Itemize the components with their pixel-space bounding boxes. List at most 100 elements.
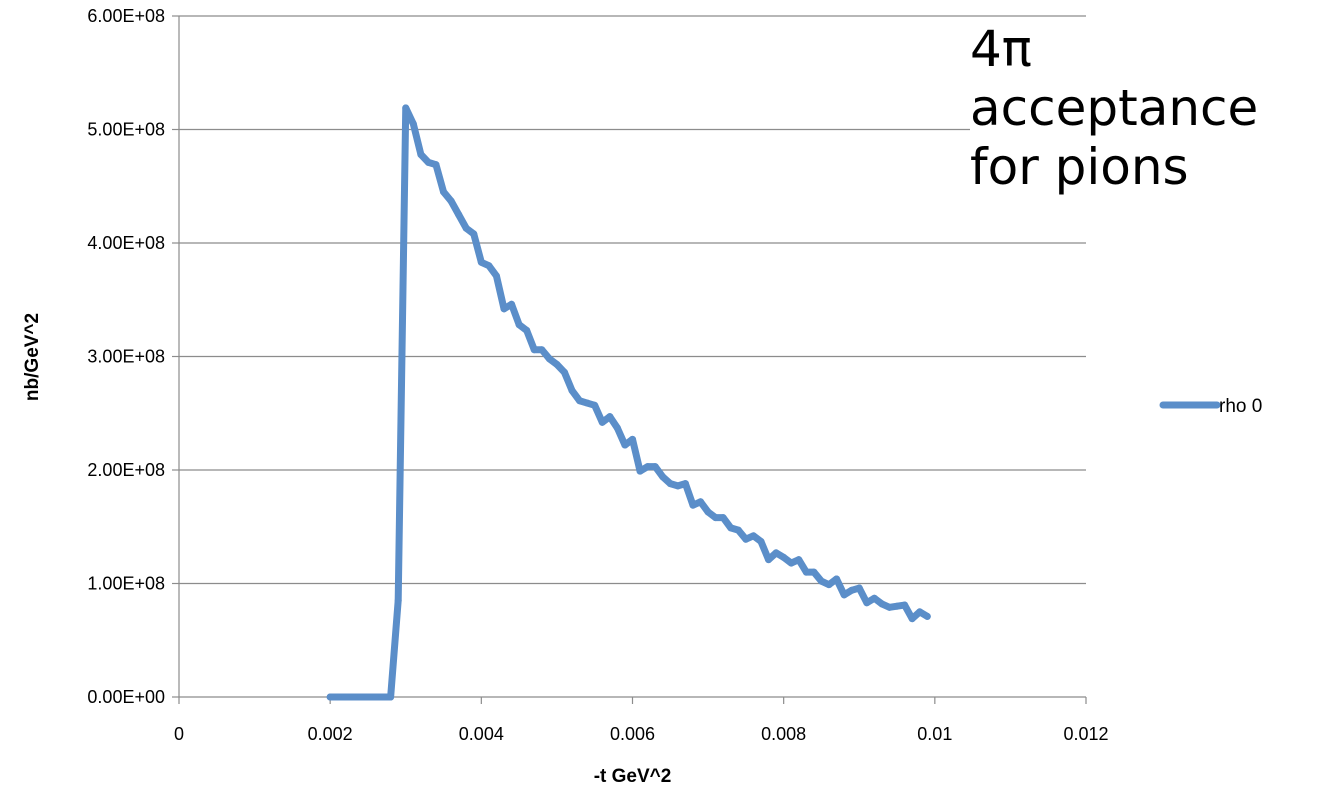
data-point [349, 693, 357, 701]
data-point [470, 230, 478, 238]
x-tick-label: 0 [174, 724, 184, 744]
x-tick-label: 0.008 [761, 724, 806, 744]
data-point [863, 599, 871, 607]
data-point [409, 120, 417, 128]
data-point [387, 693, 395, 701]
data-point [742, 535, 750, 543]
data-point [455, 211, 463, 219]
data-point [341, 693, 349, 701]
data-point [908, 615, 916, 623]
data-point [356, 693, 364, 701]
data-point [492, 272, 500, 280]
y-tick-label: 0.00E+00 [87, 687, 165, 707]
data-point [538, 346, 546, 354]
data-point [379, 693, 387, 701]
data-point [560, 368, 568, 376]
data-point [765, 556, 773, 564]
x-tick-label: 0.006 [610, 724, 655, 744]
y-tick-label: 1.00E+08 [87, 574, 165, 594]
data-point [545, 355, 553, 363]
data-point [719, 514, 727, 522]
data-point [651, 463, 659, 471]
data-point [644, 463, 652, 471]
data-point [848, 586, 856, 594]
data-point [855, 584, 863, 592]
data-point [704, 508, 712, 516]
data-point [424, 158, 432, 166]
series-line-0 [326, 104, 931, 701]
y-tick-label: 3.00E+08 [87, 347, 165, 367]
data-point [432, 161, 440, 169]
data-point [833, 575, 841, 583]
acceptance-annotation: 4π acceptance for pions [970, 20, 1332, 197]
y-axis-ticks: 0.00E+00 1.00E+08 2.00E+08 3.00E+08 4.00E+08… [87, 6, 179, 707]
y-tick-label: 6.00E+08 [87, 6, 165, 26]
data-point [334, 693, 342, 701]
data-point [372, 693, 380, 701]
data-point [553, 360, 561, 368]
data-point [893, 602, 901, 610]
data-point [440, 188, 448, 196]
data-point [780, 553, 788, 561]
data-point [712, 514, 720, 522]
data-point [727, 524, 735, 532]
data-point [689, 501, 697, 509]
y-axis-title: nb/GeV^2 [22, 313, 43, 401]
data-point [681, 480, 689, 488]
data-point [878, 600, 886, 608]
data-point [787, 559, 795, 567]
y-tick-label: 4.00E+08 [87, 233, 165, 253]
data-point [530, 346, 538, 354]
data-point [613, 424, 621, 432]
y-tick-label: 5.00E+08 [87, 120, 165, 140]
data-point [795, 556, 803, 564]
data-point [749, 532, 757, 540]
data-point [870, 594, 878, 602]
data-point [840, 591, 848, 599]
data-point [606, 413, 614, 421]
gridlines [179, 15, 1086, 585]
data-point [825, 581, 833, 589]
data-point [734, 526, 742, 534]
data-point [485, 262, 493, 270]
data-point [394, 597, 402, 605]
data-point [802, 568, 810, 576]
legend: rho 0 [1159, 396, 1262, 417]
series-group [326, 104, 931, 701]
data-point [772, 549, 780, 557]
data-point [817, 577, 825, 585]
legend-label: rho 0 [1219, 396, 1262, 417]
data-point [523, 326, 531, 334]
data-point [757, 538, 765, 546]
data-point [576, 397, 584, 405]
data-point [901, 601, 909, 609]
data-point [515, 321, 523, 329]
data-point [326, 693, 334, 701]
x-tick-label: 0.004 [459, 724, 504, 744]
x-tick-label: 0.01 [917, 724, 952, 744]
data-point [674, 482, 682, 490]
data-point [500, 305, 508, 313]
data-point [659, 473, 667, 481]
data-point [583, 399, 591, 407]
x-tick-label: 0.002 [308, 724, 353, 744]
data-point [621, 441, 629, 449]
y-tick-label: 2.00E+08 [87, 460, 165, 480]
data-point [810, 568, 818, 576]
x-axis-title: -t GeV^2 [594, 766, 672, 787]
data-point [568, 387, 576, 395]
data-point [417, 150, 425, 158]
data-point [697, 498, 705, 506]
x-tick-label: 0.012 [1063, 724, 1108, 744]
x-axis-ticks: 0 0.002 0.004 0.006 0.008 0.01 0.012 [174, 697, 1109, 744]
data-point [916, 608, 924, 616]
data-point [364, 693, 372, 701]
data-point [508, 300, 516, 308]
data-point [462, 224, 470, 232]
data-point [402, 104, 410, 112]
data-point [923, 612, 931, 620]
data-point [636, 467, 644, 475]
data-point [885, 603, 893, 611]
data-point [477, 258, 485, 266]
